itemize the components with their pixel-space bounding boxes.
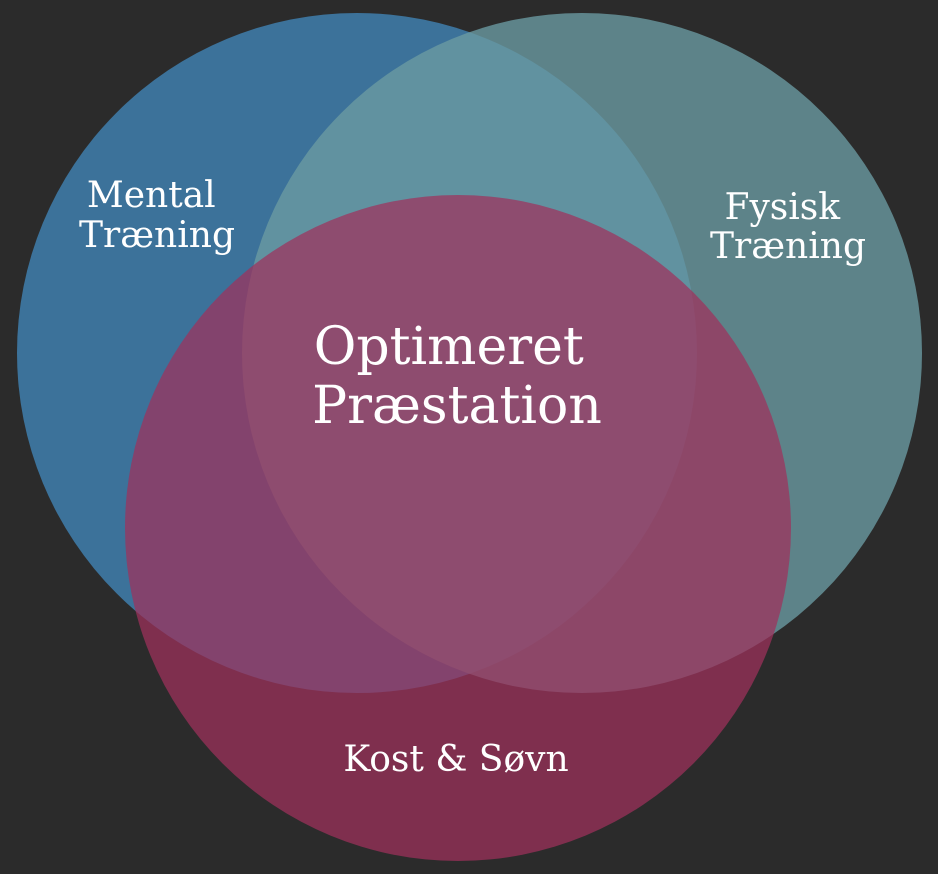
label-kost-og-sovn: Kost & Søvn — [343, 739, 568, 780]
center-line-1: Optimeret — [314, 317, 584, 377]
circle-kost-og-sovn — [125, 195, 791, 861]
label-fysisk-line-1: Fysisk — [724, 187, 841, 228]
label-fysisk-line-2: Træning — [710, 226, 866, 267]
label-fysisk-traening: Fysisk Træning — [710, 187, 866, 267]
center-line-2: Præstation — [312, 376, 602, 436]
label-mental-line-1: Mental — [87, 175, 216, 216]
label-center-optimeret-praestation: Optimeret Præstation — [312, 317, 602, 436]
label-kost-line-1: Kost & Søvn — [343, 739, 568, 780]
label-mental-traening: Mental Træning — [79, 175, 235, 256]
label-mental-line-2: Træning — [79, 215, 235, 256]
